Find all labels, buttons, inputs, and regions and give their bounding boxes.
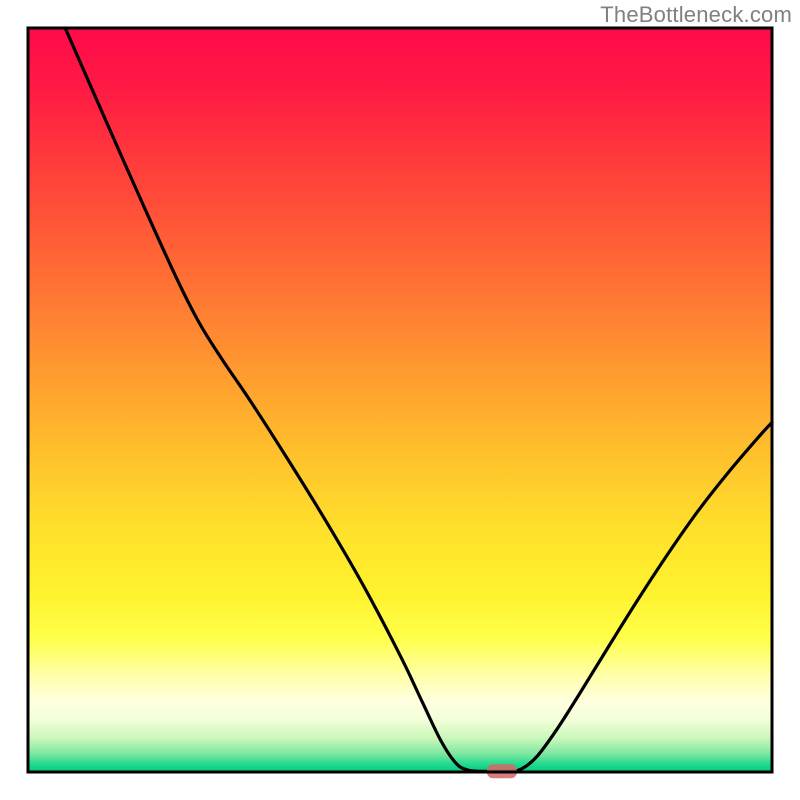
chart-container: TheBottleneck.com: [0, 0, 800, 800]
plot-background: [28, 28, 772, 772]
watermark-text: TheBottleneck.com: [600, 2, 792, 28]
bottleneck-chart: [0, 0, 800, 800]
